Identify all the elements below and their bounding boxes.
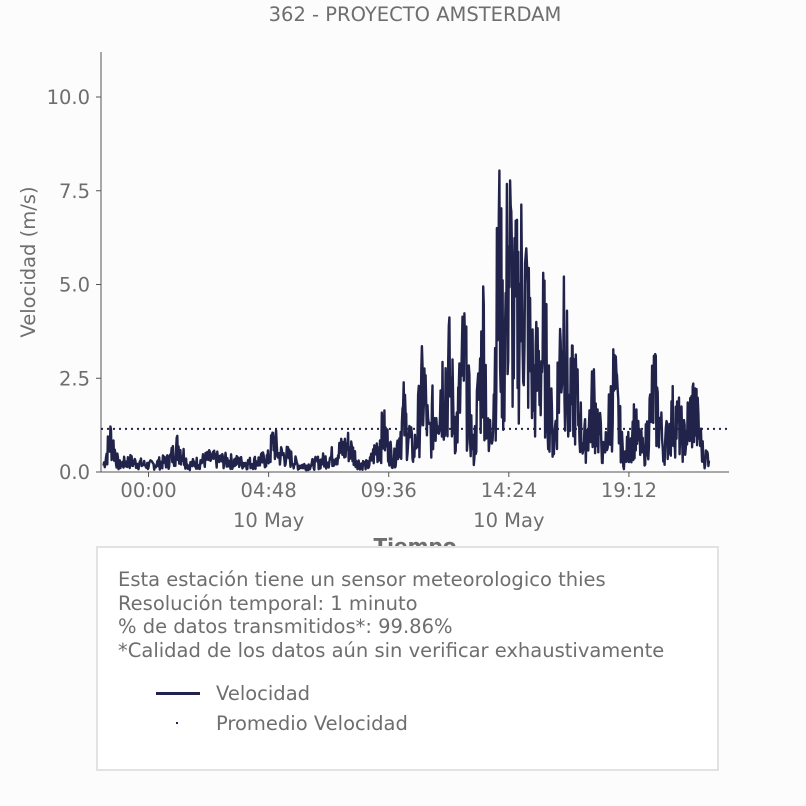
x-tick-label: 00:00 — [120, 479, 176, 502]
legend-label-promedio: Promedio Velocidad — [216, 711, 408, 735]
station-info: Esta estación tiene un sensor meteorolog… — [118, 568, 664, 662]
info-transmitted: % de datos transmitidos*: 99.86% — [118, 615, 453, 638]
info-legend-box: Esta estación tiene un sensor meteorolog… — [96, 546, 719, 771]
x-tick-label: 09:36 — [361, 479, 417, 502]
legend-item-velocidad: Velocidad — [156, 681, 310, 705]
x-tick-label: 04:48 — [241, 479, 297, 502]
legend-item-promedio: Promedio Velocidad — [156, 711, 408, 735]
chart-title: 362 - PROYECTO AMSTERDAM — [269, 3, 562, 26]
velocity-series-line — [102, 169, 711, 472]
y-tick-label: 0.0 — [59, 461, 90, 484]
y-axis-label: Velocidad (m/s) — [17, 186, 40, 337]
info-quality-note: *Calidad de los datos aún sin verificar … — [118, 638, 665, 662]
x-tick-date-label: 10 May — [233, 509, 304, 532]
legend-label-velocidad: Velocidad — [216, 681, 311, 705]
y-tick-label: 5.0 — [59, 274, 90, 297]
x-tick-label: 19:12 — [601, 479, 657, 502]
legend-line-swatch — [156, 691, 200, 695]
x-tick-label: 14:24 — [481, 479, 537, 502]
y-tick-label: 7.5 — [59, 180, 90, 203]
x-tick-date-label: 10 May — [473, 509, 544, 532]
legend-dot-swatch — [156, 711, 200, 735]
y-tick-label: 2.5 — [59, 367, 90, 390]
info-sensor: Esta estación tiene un sensor meteorolog… — [118, 568, 606, 591]
y-tick-label: 10.0 — [47, 86, 90, 109]
info-resolution: Resolución temporal: 1 minuto — [118, 591, 418, 615]
